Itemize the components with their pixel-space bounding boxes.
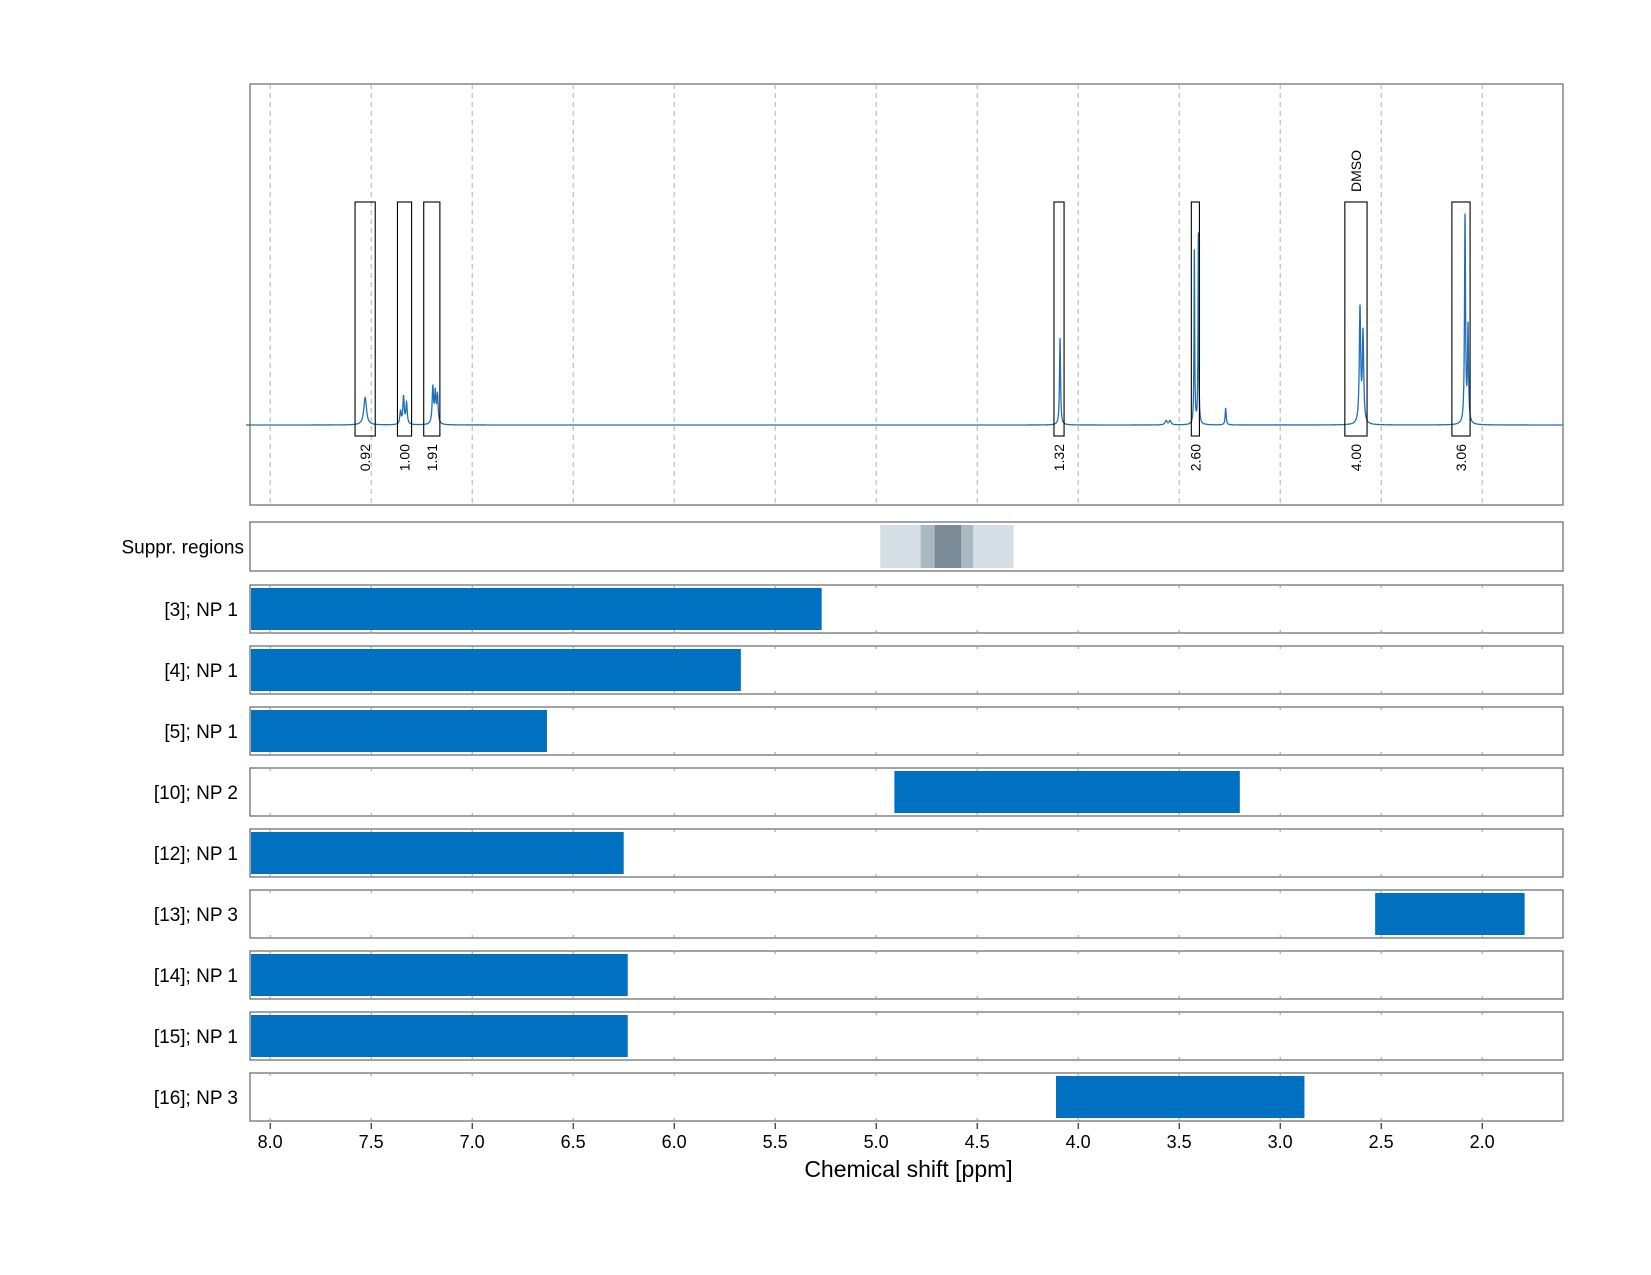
range-bar	[1375, 893, 1525, 935]
spectrum-frame	[249, 83, 1564, 506]
spectrum-panel: 0.92 1.00 1.91 1.32 2.60 4.00 DMSO 3.06	[246, 83, 1564, 506]
suppression-regions-panel: Suppr. regions	[121, 521, 1564, 572]
x-tick-label: 7.5	[359, 1132, 384, 1152]
range-row-frame	[249, 889, 1564, 939]
x-axis-label: Chemical shift [ppm]	[804, 1156, 1012, 1182]
x-tick-label: 2.0	[1470, 1132, 1495, 1152]
x-tick-label: 3.5	[1167, 1132, 1192, 1152]
integration-box	[1190, 201, 1200, 437]
integration-box	[396, 201, 413, 437]
x-tick-label: 3.0	[1268, 1132, 1293, 1152]
row-label: [13]; NP 3	[154, 905, 238, 926]
x-tick-label: 6.5	[561, 1132, 586, 1152]
integral-value-label: 1.32	[1051, 444, 1067, 471]
row-label: [4]; NP 1	[164, 661, 238, 682]
x-tick-label: 5.5	[763, 1132, 788, 1152]
suppression-band	[934, 525, 962, 568]
range-row-frame	[249, 1072, 1564, 1122]
range-bar	[251, 1015, 628, 1057]
range-bar	[894, 771, 1240, 813]
range-bar	[251, 954, 628, 996]
row-label: [15]; NP 1	[154, 1027, 238, 1048]
range-bar	[251, 710, 547, 752]
x-axis: 8.0 7.5 7.0 6.5 6.0 5.5 5.0 4.5 4.0 3.5 3.0 2.5 2.0 C…	[258, 1123, 1495, 1182]
integral-value-label: 2.60	[1187, 444, 1203, 471]
row-label: [10]; NP 2	[154, 783, 238, 804]
integration-box	[1344, 201, 1368, 437]
integration-box	[354, 201, 376, 437]
x-tick-label: 6.0	[662, 1132, 687, 1152]
range-bar	[1055, 1076, 1305, 1118]
row-label: [12]; NP 1	[154, 844, 238, 865]
x-tick-label: 4.5	[965, 1132, 990, 1152]
range-bar	[251, 832, 624, 874]
row-label: [16]; NP 3	[154, 1088, 238, 1109]
x-tick-label: 8.0	[258, 1132, 283, 1152]
x-tick-label: 4.0	[1066, 1132, 1091, 1152]
row-label: [3]; NP 1	[164, 600, 238, 621]
integral-value-label: 1.91	[424, 444, 440, 471]
x-tick-label: 2.5	[1369, 1132, 1394, 1152]
integral-value-label: 4.00	[1348, 444, 1364, 471]
integral-value-label: 3.06	[1453, 444, 1469, 471]
x-tick-label: 7.0	[460, 1132, 485, 1152]
row-label: Suppr. regions	[121, 538, 244, 559]
integral-value-label: 1.00	[397, 444, 413, 471]
range-bar	[251, 588, 822, 630]
region-annotation-label: DMSO	[1348, 150, 1364, 192]
integral-value-label: 0.92	[357, 444, 373, 471]
integration-box	[1053, 201, 1065, 437]
x-tick-label: 5.0	[864, 1132, 889, 1152]
row-label: [5]; NP 1	[164, 722, 238, 743]
integration-box	[1451, 201, 1471, 437]
integration-box	[423, 201, 441, 437]
ranges-panel: [3]; NP 1 [4]; NP 1 [5]; NP 1 [10]; NP 2 [12…	[154, 584, 1564, 1122]
spectrum-line	[250, 213, 1563, 426]
range-bar	[251, 649, 741, 691]
row-label: [14]; NP 1	[154, 966, 238, 987]
